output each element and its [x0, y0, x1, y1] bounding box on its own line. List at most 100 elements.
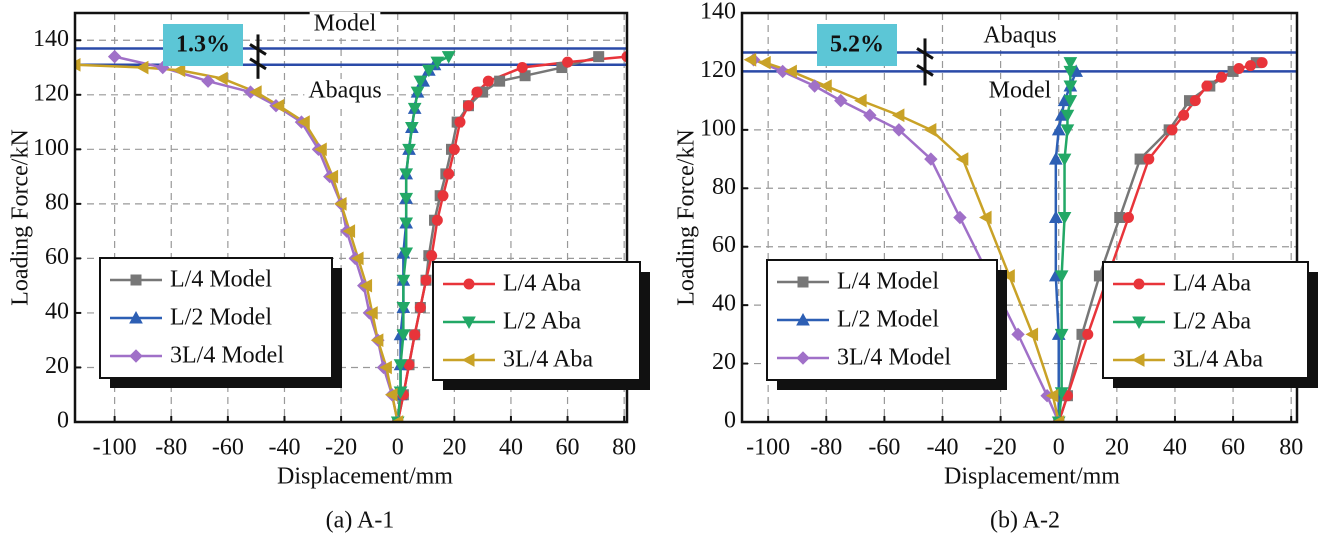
marker — [463, 278, 475, 290]
dimension-mark — [249, 57, 267, 71]
x-tick-label: 40 — [1163, 435, 1187, 461]
x-axis-label: Displacement/mm — [277, 464, 453, 490]
marker — [1002, 269, 1015, 283]
marker — [437, 190, 449, 202]
x-tick-label: -40 — [268, 435, 300, 461]
marker — [441, 51, 456, 64]
y-axis-label: Loading Force/kN — [8, 129, 34, 306]
marker — [1063, 80, 1078, 94]
marker — [796, 351, 810, 365]
dimension-mark — [916, 47, 934, 60]
x-tick-label: 80 — [612, 435, 636, 461]
marker — [854, 93, 867, 108]
marker — [129, 349, 143, 363]
marker — [399, 168, 414, 181]
marker — [396, 301, 411, 315]
marker — [393, 359, 408, 372]
marker — [325, 169, 339, 184]
marker — [797, 276, 809, 288]
marker — [407, 102, 422, 116]
legend-label: L/4 Aba — [1173, 271, 1251, 297]
marker — [1051, 122, 1066, 136]
marker — [743, 52, 757, 67]
marker — [1189, 95, 1201, 107]
x-tick-label: 60 — [556, 435, 580, 461]
y-axis-label: Loading Force/kN — [674, 129, 700, 306]
marker — [359, 278, 373, 293]
annotation-bg — [304, 79, 386, 105]
marker — [1178, 109, 1190, 121]
marker — [1201, 80, 1213, 92]
marker — [249, 85, 262, 99]
y-tick-label: 140 — [700, 0, 736, 25]
marker — [129, 310, 143, 324]
marker — [1054, 328, 1069, 342]
marker — [1054, 387, 1069, 400]
marker — [314, 142, 327, 157]
marker — [1245, 60, 1257, 72]
x-tick-label: -80 — [155, 435, 187, 461]
marker — [414, 301, 426, 313]
marker — [593, 51, 605, 63]
x-tick-label: 0 — [392, 435, 404, 461]
marker — [405, 122, 419, 135]
marker — [1133, 278, 1145, 290]
y-tick-label: 20 — [45, 353, 69, 379]
marker — [562, 56, 574, 68]
marker — [334, 197, 347, 211]
marker — [834, 93, 848, 108]
x-axis-label: Displacement/mm — [944, 464, 1120, 490]
marker — [775, 64, 790, 79]
marker — [1060, 124, 1075, 137]
y-tick-label: 0 — [57, 408, 69, 434]
marker — [399, 247, 414, 260]
y-tick-label: 40 — [45, 298, 69, 324]
dimension-mark — [249, 43, 267, 56]
marker — [215, 71, 228, 86]
marker — [1063, 57, 1078, 70]
marker — [399, 192, 414, 206]
marker — [1233, 63, 1245, 75]
marker — [342, 224, 356, 238]
x-tick-label: -20 — [325, 435, 357, 461]
y-tick-label: 140 — [33, 26, 69, 52]
marker — [1054, 270, 1069, 283]
marker — [955, 152, 969, 166]
marker — [1060, 109, 1075, 123]
dimension-mark — [916, 64, 934, 77]
marker — [784, 64, 797, 79]
marker — [409, 329, 421, 341]
marker — [1063, 95, 1078, 108]
marker — [979, 210, 992, 225]
annotation-bg — [309, 12, 381, 38]
axes-frame — [740, 11, 1299, 424]
legend-label: L/2 Aba — [1173, 309, 1251, 335]
x-tick-label: 40 — [499, 435, 523, 461]
series-line — [753, 58, 1060, 422]
legend-label: L/2 Aba — [503, 309, 581, 335]
plot-area — [743, 52, 1268, 422]
x-tick-label: 20 — [1105, 435, 1129, 461]
marker — [1048, 152, 1063, 165]
marker — [402, 143, 416, 157]
marker — [482, 75, 494, 87]
marker — [271, 98, 285, 113]
marker — [422, 64, 436, 78]
legend-label: L/4 Model — [837, 269, 939, 295]
marker — [365, 306, 378, 320]
marker — [758, 55, 771, 70]
x-tick-label: 20 — [442, 435, 466, 461]
marker — [1048, 210, 1063, 223]
x-tick-label: -60 — [868, 435, 900, 461]
marker — [385, 387, 398, 402]
marker — [1045, 388, 1059, 403]
marker — [420, 274, 432, 286]
marker — [462, 100, 474, 112]
y-tick-label: 60 — [45, 244, 69, 270]
marker — [1011, 327, 1025, 342]
annotation: Abaqus — [308, 78, 381, 104]
marker — [426, 250, 438, 262]
y-tick-label: 60 — [712, 232, 736, 258]
annotation: Abaqus — [983, 23, 1056, 49]
